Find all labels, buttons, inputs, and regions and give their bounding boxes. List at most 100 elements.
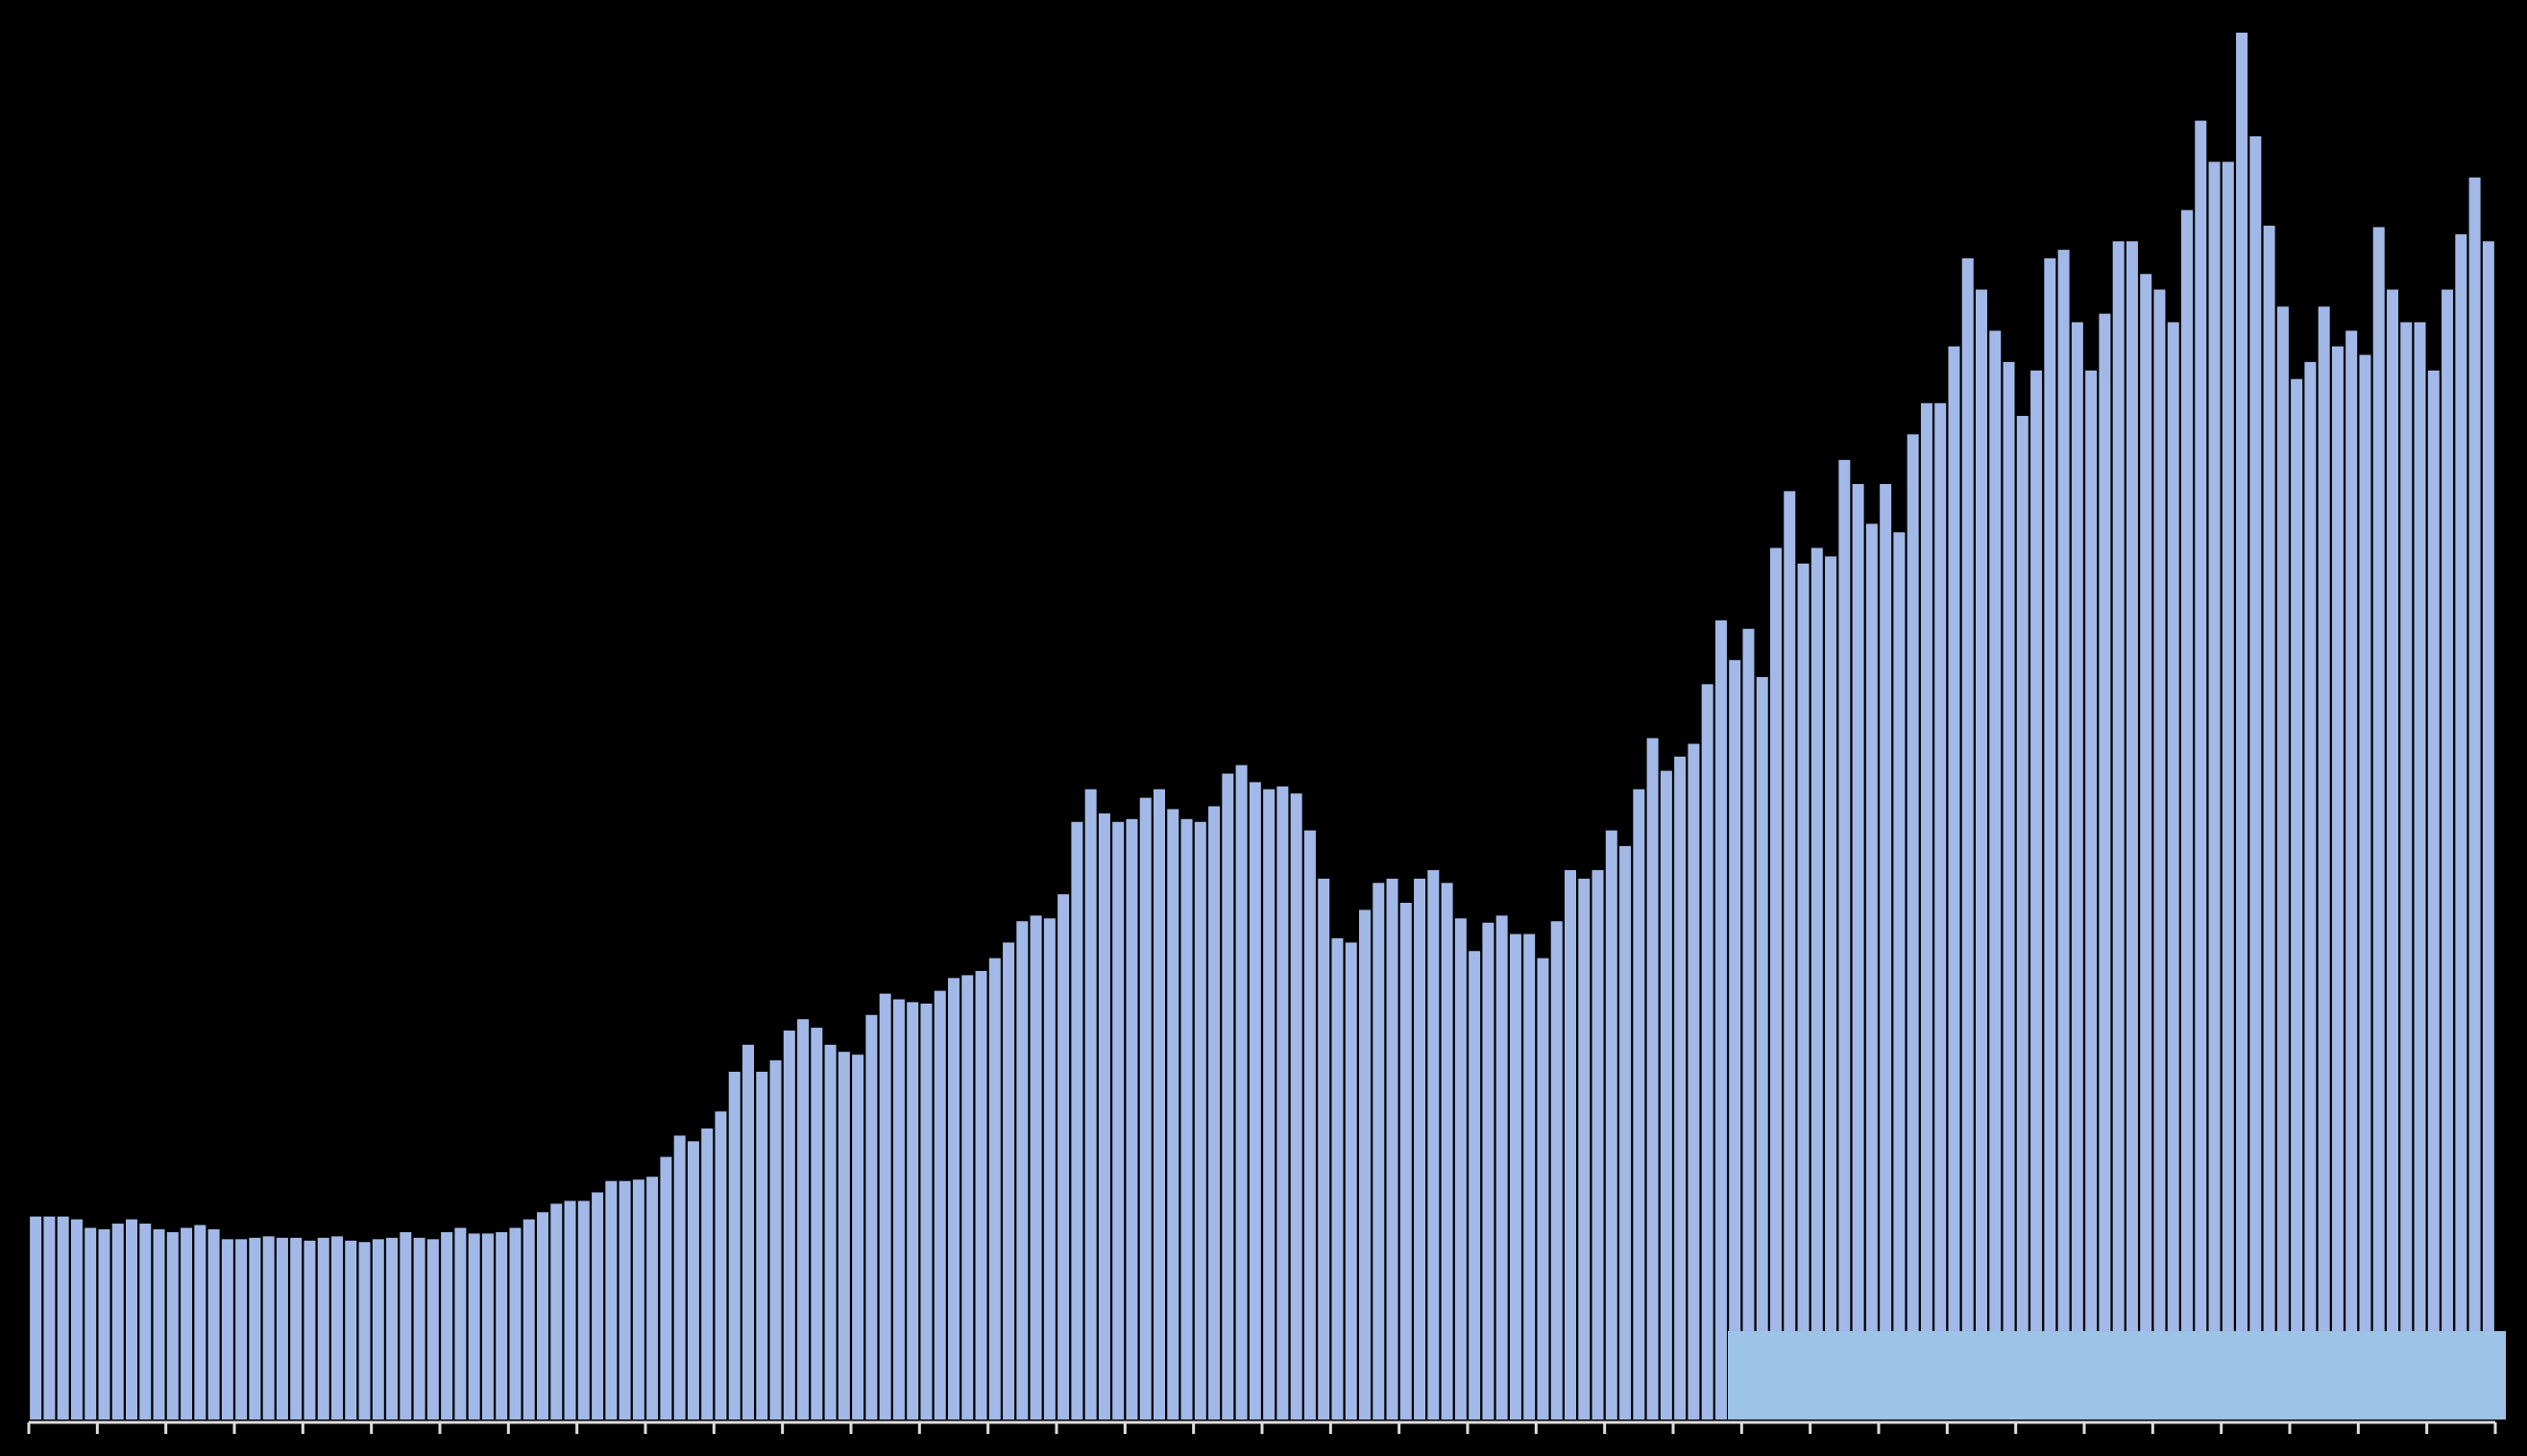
bar	[673, 1135, 686, 1420]
bar	[1537, 958, 1549, 1420]
bar	[1318, 878, 1330, 1420]
bar	[194, 1225, 207, 1420]
bar	[865, 1014, 878, 1420]
bar	[2468, 177, 2481, 1420]
brush-selection[interactable]	[1728, 1331, 2506, 1420]
bar	[1880, 483, 1892, 1420]
bar	[1619, 845, 1632, 1420]
bar	[1756, 677, 1768, 1420]
bar	[481, 1233, 494, 1420]
bar	[1276, 786, 1289, 1420]
bar	[2318, 306, 2330, 1420]
bar	[317, 1237, 329, 1420]
bar	[1235, 764, 1248, 1420]
bar	[1701, 684, 1713, 1420]
bar	[1098, 813, 1110, 1420]
bar	[2291, 378, 2303, 1420]
bar	[769, 1060, 782, 1420]
bar	[2263, 226, 2275, 1420]
bar	[386, 1237, 399, 1420]
bar	[1071, 821, 1083, 1420]
bar	[85, 1227, 97, 1420]
bar	[852, 1055, 864, 1420]
bar	[1167, 809, 1179, 1420]
bar	[537, 1212, 548, 1420]
bar	[2304, 361, 2317, 1420]
bar	[2400, 322, 2413, 1420]
bar	[687, 1141, 699, 1420]
bar	[907, 1002, 919, 1420]
bar	[550, 1203, 563, 1420]
bar	[2071, 322, 2083, 1420]
bar	[70, 1219, 83, 1420]
bar	[2455, 233, 2467, 1420]
bar	[701, 1128, 714, 1420]
bar	[1194, 821, 1206, 1420]
bar	[2167, 322, 2179, 1420]
bar	[1482, 922, 1494, 1420]
bar	[126, 1219, 137, 1420]
bar	[57, 1216, 69, 1420]
bar	[1893, 532, 1906, 1420]
bar	[426, 1239, 439, 1420]
bar	[592, 1192, 604, 1420]
bar	[1126, 818, 1138, 1420]
bar	[1825, 556, 1837, 1420]
bar	[221, 1239, 233, 1420]
bar	[1139, 797, 1152, 1420]
bar	[948, 978, 960, 1420]
bar	[1249, 782, 1261, 1420]
bar	[797, 1019, 810, 1420]
bar	[838, 1052, 850, 1420]
bar	[1345, 942, 1357, 1420]
bar	[2482, 241, 2494, 1420]
bar	[2044, 257, 2056, 1420]
bar	[1386, 878, 1398, 1420]
bar	[2016, 416, 2029, 1420]
bar	[2140, 274, 2152, 1420]
bar	[1030, 915, 1042, 1420]
bar	[522, 1219, 535, 1420]
bar	[166, 1231, 179, 1420]
bar	[153, 1228, 165, 1420]
bar	[742, 1044, 754, 1420]
bar	[1399, 903, 1412, 1420]
bar	[783, 1031, 795, 1420]
bar	[934, 990, 946, 1420]
bar	[1084, 789, 1097, 1420]
bar	[2181, 209, 2193, 1420]
bar	[715, 1111, 727, 1420]
bar	[1948, 346, 1960, 1420]
bar	[2236, 32, 2248, 1420]
bar	[1208, 806, 1221, 1420]
bar	[1373, 883, 1385, 1420]
bar	[2414, 322, 2426, 1420]
x-axis	[27, 1420, 2497, 1434]
bar	[1222, 773, 1234, 1420]
bar	[98, 1228, 110, 1420]
bar	[1838, 459, 1851, 1420]
bar	[304, 1240, 316, 1420]
bar	[290, 1237, 303, 1420]
bar	[1592, 870, 1604, 1420]
bar	[605, 1180, 618, 1420]
bar	[331, 1236, 343, 1420]
bar	[496, 1231, 508, 1420]
bar	[454, 1227, 467, 1420]
bar	[2345, 330, 2358, 1420]
bar	[2331, 346, 2344, 1420]
bar	[1907, 434, 1919, 1420]
bar	[1414, 878, 1426, 1420]
bar	[2387, 289, 2398, 1420]
bar	[660, 1156, 672, 1420]
bar	[1674, 756, 1687, 1420]
bar	[1263, 789, 1276, 1420]
bar	[1016, 921, 1029, 1420]
bar	[2112, 241, 2125, 1420]
bar	[1565, 870, 1576, 1420]
bar	[577, 1201, 590, 1420]
bar	[1810, 547, 1823, 1420]
bar	[1550, 921, 1563, 1420]
bar	[1454, 918, 1467, 1420]
